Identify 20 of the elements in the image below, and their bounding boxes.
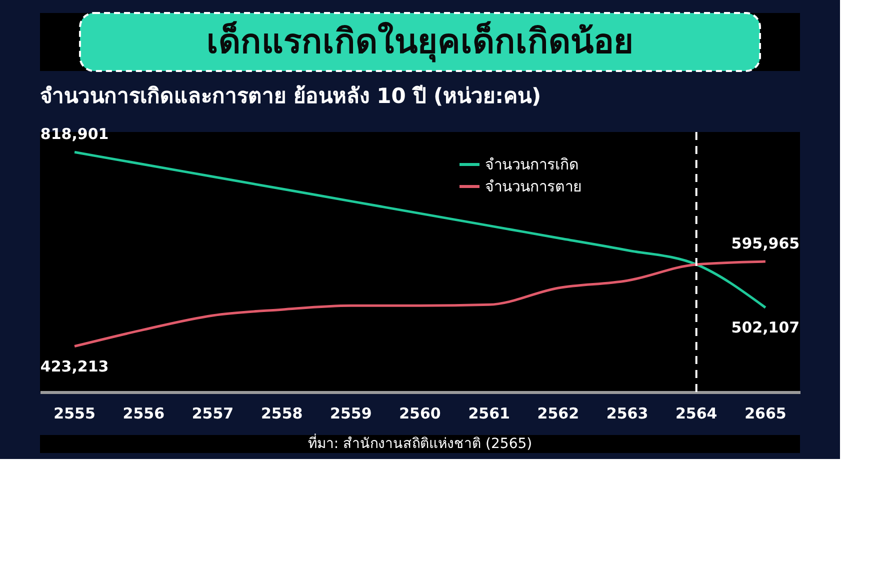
x-tick-label: 2562 xyxy=(537,404,580,422)
x-tick-label: 2560 xyxy=(399,404,441,422)
x-tick-label: 2561 xyxy=(468,404,510,422)
text: ที่มา: สำนักงานสถิติแห่งชาติ (2565) xyxy=(308,434,532,452)
data-label: 595,965 xyxy=(731,234,800,253)
x-tick-label: 2555 xyxy=(54,404,96,422)
x-tick-label: 2556 xyxy=(122,404,165,422)
legend-label: จำนวนการเกิด xyxy=(485,156,579,174)
x-tick-label: 2665 xyxy=(744,404,786,422)
chart-subtitle: จำนวนการเกิดและการตาย ย้อนหลัง 10 ปี (หน่วย:คน) xyxy=(40,84,542,108)
legend-label: จำนวนการตาย xyxy=(485,178,582,196)
x-tick-label: 2564 xyxy=(675,404,718,422)
x-tick-label: 2557 xyxy=(192,404,234,422)
data-label: 502,107 xyxy=(731,318,800,337)
x-tick-label: 2558 xyxy=(260,404,303,422)
data-label: 818,901 xyxy=(40,125,109,144)
chart-title: เด็กแรกเกิดในยุคเด็กเกิดน้อย xyxy=(206,20,634,63)
x-tick-label: 2559 xyxy=(330,404,372,422)
x-tick-label: 2563 xyxy=(606,404,648,422)
data-label: 423,213 xyxy=(40,357,109,376)
